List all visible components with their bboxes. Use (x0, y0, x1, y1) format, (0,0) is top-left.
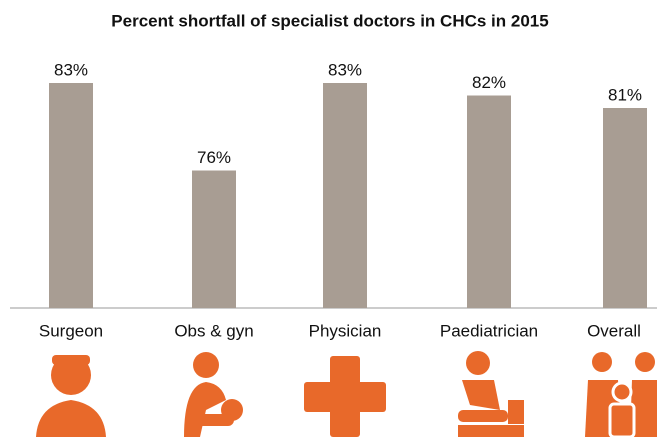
bar (603, 108, 647, 308)
x-tick-label: Physician (309, 321, 382, 340)
data-label: 82% (472, 73, 506, 92)
x-tick-label: Overall (587, 321, 641, 340)
chart-title: Percent shortfall of specialist doctors … (111, 11, 548, 30)
bar (467, 95, 511, 308)
bar (192, 170, 236, 308)
x-tick-label: Surgeon (39, 321, 103, 340)
data-label: 76% (197, 148, 231, 167)
bar (49, 83, 93, 308)
data-label: 81% (608, 85, 642, 104)
x-tick-label: Paediatrician (440, 321, 538, 340)
data-label: 83% (328, 60, 362, 79)
physician-icon (304, 356, 386, 437)
surgeon-icon (36, 355, 106, 437)
icons (36, 351, 657, 437)
paediatrician-icon (458, 351, 524, 437)
data-label: 83% (54, 60, 88, 79)
overall-icon (585, 352, 657, 437)
obs-gyn-icon (184, 352, 243, 437)
bar (323, 83, 367, 308)
x-tick-label: Obs & gyn (174, 321, 253, 340)
